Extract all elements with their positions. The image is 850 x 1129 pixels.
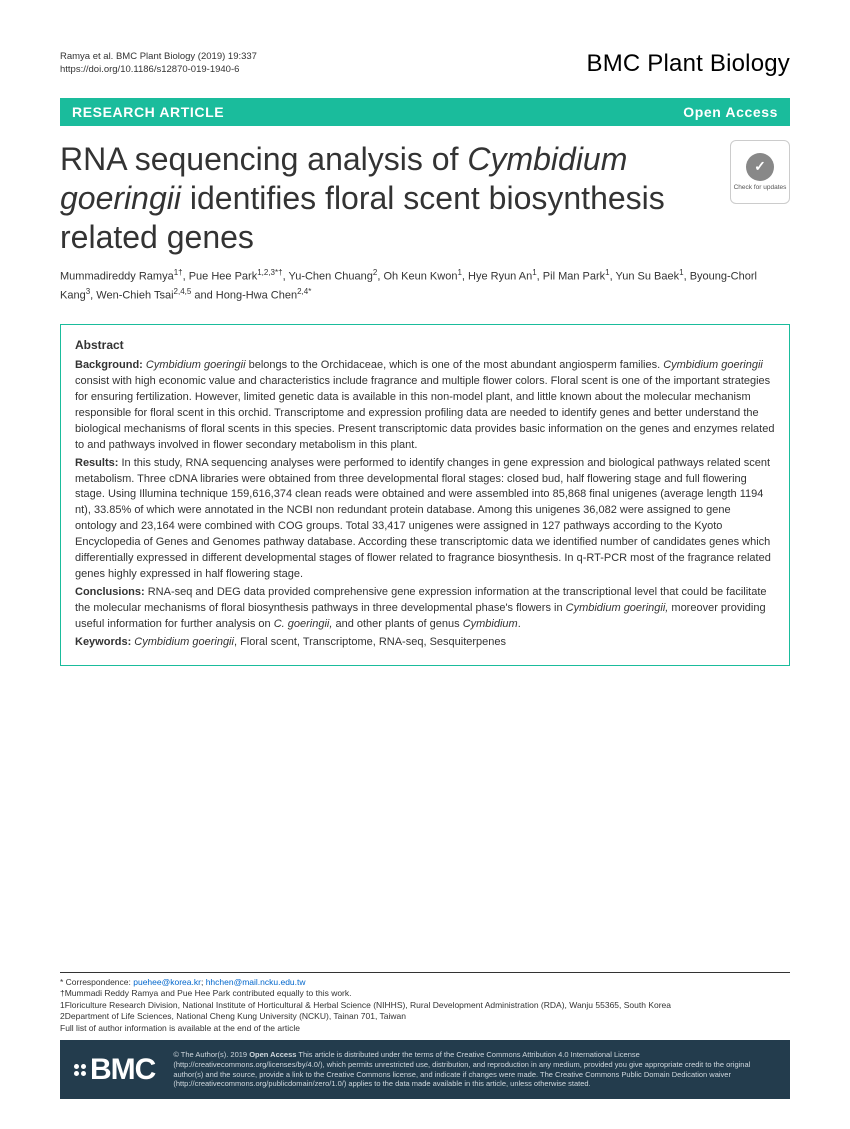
lic-d: ) applies to the data made available in … [344,1079,591,1088]
open-access-label: Open Access [683,104,778,120]
crossmark-badge[interactable]: ✓ Check for updates [730,140,790,204]
crossmark-text: Check for updates [734,184,787,192]
crossmark-icon: ✓ [746,153,774,181]
abstract-conclusions: Conclusions: RNA-seq and DEG data provid… [75,585,775,633]
equal-contribution: †Mummadi Reddy Ramya and Pue Hee Park co… [60,988,790,999]
page: Ramya et al. BMC Plant Biology (2019) 19… [0,0,850,1129]
abstract-keywords: Keywords: Cymbidium goeringii, Floral sc… [75,635,775,651]
article-type-bar: RESEARCH ARTICLE Open Access [60,98,790,126]
title-pre: RNA sequencing analysis of [60,141,467,177]
title-block: RNA sequencing analysis of Cymbidium goe… [60,140,790,257]
abstract-results: Results: In this study, RNA sequencing a… [75,456,775,584]
bmc-logo: BMC [74,1053,155,1087]
corr-label: * Correspondence: [60,977,133,987]
correspondence-line: * Correspondence: puehee@korea.kr; hhche… [60,977,790,988]
citation-text: Ramya et al. BMC Plant Biology (2019) 19… [60,50,257,63]
bg-ital-1: Cymbidium goeringii [146,359,246,371]
background-label: Background: [75,359,146,371]
doi-link[interactable]: https://doi.org/10.1186/s12870-019-1940-… [60,64,239,75]
header-row: Ramya et al. BMC Plant Biology (2019) 19… [60,50,790,78]
bg-ital-2: Cymbidium goeringii [663,359,763,371]
c-b: Cymbidium goeringii, [566,602,669,614]
bg-t2: consist with high economic value and cha… [75,375,774,451]
corr-email-2[interactable]: hhchen@mail.ncku.edu.tw [206,977,306,987]
abstract-background: Background: Cymbidium goeringii belongs … [75,358,775,454]
c-d: C. goeringii, [274,618,333,630]
kw-a: Cymbidium goeringii [134,636,234,648]
citation-block: Ramya et al. BMC Plant Biology (2019) 19… [60,50,257,77]
bmc-dots-icon [74,1064,86,1076]
c-e: and other plants of genus [332,618,462,630]
conclusions-label: Conclusions: [75,586,148,598]
kw-b: , Floral scent, Transcriptome, RNA-seq, … [234,636,506,648]
journal-name: BMC Plant Biology [587,50,791,78]
article-type: RESEARCH ARTICLE [72,104,224,120]
article-title: RNA sequencing analysis of Cymbidium goe… [60,140,714,257]
full-author-info: Full list of author information is avail… [60,1023,790,1034]
results-label: Results: [75,457,121,469]
lic-a: © The Author(s). 2019 [173,1050,249,1059]
lic-link-1[interactable]: http://creativecommons.org/licenses/by/4… [176,1060,320,1069]
affiliation-1: 1Floriculture Research Division, Nationa… [60,1000,790,1011]
corr-email-1[interactable]: puehee@korea.kr [133,977,201,987]
abstract-heading: Abstract [75,337,775,354]
spacer [60,666,790,966]
license-text: © The Author(s). 2019 Open Access This a… [173,1050,776,1089]
footer: BMC © The Author(s). 2019 Open Access Th… [60,1040,790,1099]
affiliation-2: 2Department of Life Sciences, National C… [60,1011,790,1022]
lic-link-2[interactable]: http://creativecommons.org/publicdomain/… [176,1079,344,1088]
results-text: In this study, RNA sequencing analyses w… [75,457,771,581]
abstract-box: Abstract Background: Cymbidium goeringii… [60,324,790,666]
author-list: Mummadireddy Ramya1†, Pue Hee Park1,2,3*… [60,267,790,306]
c-g: . [518,618,521,630]
lic-bold: Open Access [249,1050,296,1059]
bg-t1: belongs to the Orchidaceae, which is one… [246,359,664,371]
keywords-label: Keywords: [75,636,134,648]
footnotes: * Correspondence: puehee@korea.kr; hhche… [60,972,790,1034]
c-f: Cymbidium [463,618,518,630]
